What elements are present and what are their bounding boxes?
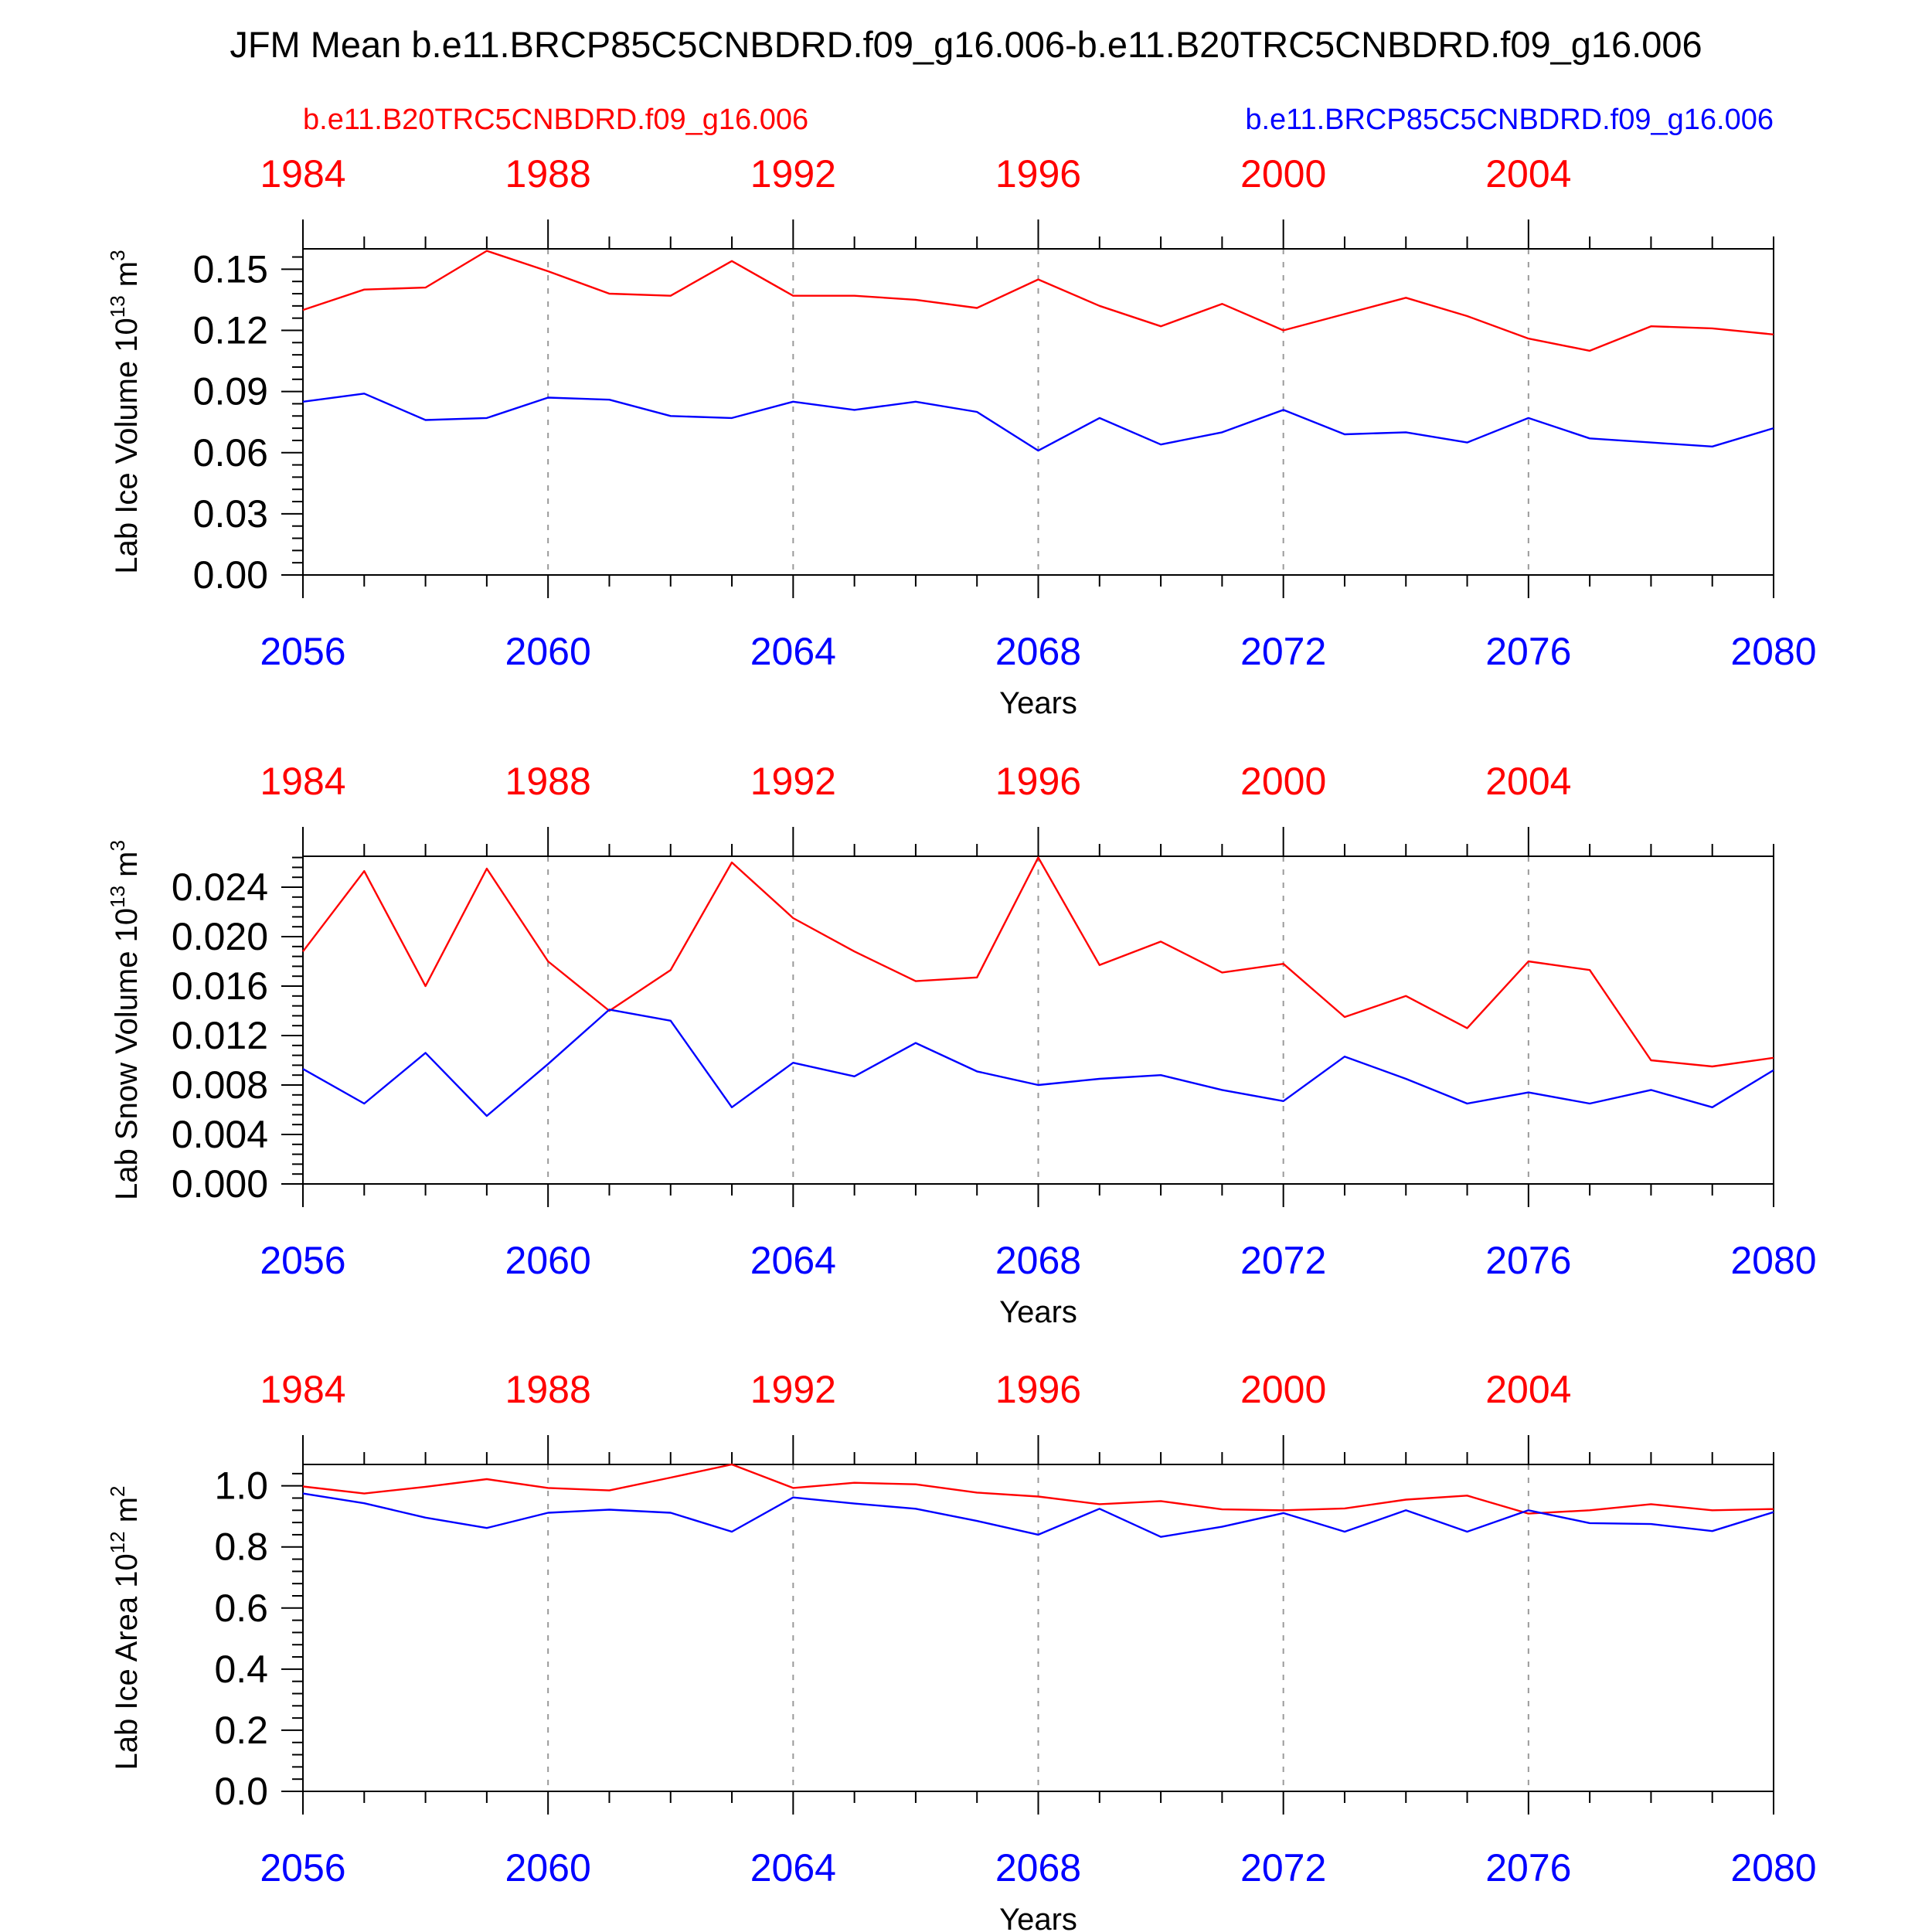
y-tick-label: 0.00: [193, 553, 268, 597]
x-tick-label: 2080: [1730, 1846, 1816, 1889]
x-tick-label: 2060: [505, 630, 591, 673]
x-tick-label: 2072: [1240, 1239, 1326, 1282]
y-tick-label: 0.020: [172, 915, 268, 958]
panel-3: 0.0 0.2 0.4 0.6 0.8 1.0 2056 2060 2064 2068 2072 20…: [106, 1368, 1817, 1932]
x-tick-label: 2056: [260, 630, 345, 673]
top-tick-label: 2004: [1485, 152, 1571, 196]
x-tick-label: 2076: [1485, 1239, 1571, 1282]
series-line-blue: [302, 393, 1774, 452]
y-axis-title-part: Lab Ice Area 10: [110, 1553, 144, 1770]
y-axis-title-part: Lab Snow Volume 10: [110, 908, 144, 1200]
x-tick-label: 2064: [750, 1846, 836, 1889]
y-tick-label: 0.004: [172, 1113, 268, 1156]
top-tick-label: 1984: [260, 1368, 345, 1411]
y-tick-label: 1.0: [214, 1464, 268, 1508]
y-axis-title: Lab Ice Volume 1013 m3: [106, 250, 144, 573]
y-tick-label: 0.03: [193, 492, 268, 536]
series-line-red: [302, 1463, 1774, 1515]
y-axis-title-part: 13: [106, 886, 129, 908]
x-axis-title: Years: [999, 686, 1077, 720]
x-tick-label: 2072: [1240, 630, 1326, 673]
y-axis-title-part: 2: [106, 1485, 129, 1496]
x-tick-label: 2068: [995, 630, 1081, 673]
top-tick-label: 2000: [1240, 152, 1326, 196]
y-tick-label: 0.024: [172, 866, 268, 909]
x-tick-label: 2060: [505, 1846, 591, 1889]
series-line-blue: [302, 1492, 1774, 1538]
y-tick-label: 0.0: [214, 1770, 268, 1813]
y-axis-title-part: 13: [106, 295, 129, 318]
x-tick-label: 2068: [995, 1239, 1081, 1282]
top-tick-label: 1996: [995, 760, 1081, 803]
x-tick-label: 2080: [1730, 630, 1816, 673]
top-tick-label: 1984: [260, 760, 345, 803]
top-tick-label: 2000: [1240, 1368, 1326, 1411]
y-axis-title-part: m: [110, 1497, 144, 1531]
top-tick-label: 1988: [505, 1368, 591, 1411]
y-tick-label: 0.12: [193, 309, 268, 352]
series-line-blue: [302, 1009, 1774, 1117]
x-tick-label: 2080: [1730, 1239, 1816, 1282]
y-axis-title: Lab Snow Volume 1013 m3: [106, 840, 144, 1200]
y-tick-label: 0.8: [214, 1526, 268, 1569]
y-axis-title-part: m: [110, 852, 144, 886]
y-tick-label: 0.09: [193, 370, 268, 413]
x-axis-title: Years: [999, 1295, 1077, 1329]
series-line-red: [302, 856, 1774, 1068]
x-tick-label: 2064: [750, 1239, 836, 1282]
series-line-red: [302, 250, 1774, 352]
panel-2: 0.000 0.004 0.008 0.012 0.016 0.020 0.024 2056 2…: [106, 760, 1817, 1329]
y-tick-label: 0.012: [172, 1014, 268, 1057]
top-tick-label: 1984: [260, 152, 345, 196]
left-series-label: b.e11.B20TRC5CNBDRD.f09_g16.006: [303, 104, 808, 136]
y-axis-title: Lab Ice Area 1012 m2: [106, 1485, 144, 1770]
y-tick-label: 0.4: [214, 1648, 268, 1691]
top-tick-label: 1992: [750, 152, 836, 196]
panel-1: 0.00 0.03 0.06 0.09 0.12 0.15 2056 2060 2064 2068…: [106, 152, 1817, 720]
y-axis-title-part: 3: [106, 250, 129, 260]
y-axis-title-part: Lab Ice Volume 10: [110, 318, 144, 573]
x-tick-label: 2068: [995, 1846, 1081, 1889]
y-tick-label: 0.2: [214, 1709, 268, 1752]
x-tick-label: 2064: [750, 630, 836, 673]
top-tick-label: 2000: [1240, 760, 1326, 803]
x-tick-label: 2056: [260, 1846, 345, 1889]
top-tick-label: 1992: [750, 760, 836, 803]
x-tick-label: 2056: [260, 1239, 345, 1282]
top-tick-label: 1996: [995, 1368, 1081, 1411]
top-tick-label: 1988: [505, 152, 591, 196]
top-tick-label: 2004: [1485, 1368, 1571, 1411]
x-tick-label: 2060: [505, 1239, 591, 1282]
y-tick-label: 0.06: [193, 431, 268, 474]
y-tick-label: 0.000: [172, 1162, 268, 1206]
x-tick-label: 2076: [1485, 630, 1571, 673]
figure-title: JFM Mean b.e11.BRCP85C5CNBDRD.f09_g16.00…: [230, 24, 1702, 65]
top-tick-label: 2004: [1485, 760, 1571, 803]
y-tick-label: 0.15: [193, 247, 268, 291]
y-tick-label: 0.008: [172, 1063, 268, 1107]
x-axis-title: Years: [999, 1903, 1077, 1932]
x-tick-label: 2072: [1240, 1846, 1326, 1889]
y-axis-title-part: m: [110, 261, 144, 295]
top-tick-label: 1996: [995, 152, 1081, 196]
top-tick-label: 1992: [750, 1368, 836, 1411]
y-tick-label: 0.6: [214, 1587, 268, 1630]
top-tick-label: 1988: [505, 760, 591, 803]
y-tick-label: 0.016: [172, 964, 268, 1008]
y-axis-title-part: 12: [106, 1531, 129, 1553]
x-tick-label: 2076: [1485, 1846, 1571, 1889]
y-axis-title-part: 3: [106, 840, 129, 851]
right-series-label: b.e11.BRCP85C5CNBDRD.f09_g16.006: [1245, 104, 1774, 136]
